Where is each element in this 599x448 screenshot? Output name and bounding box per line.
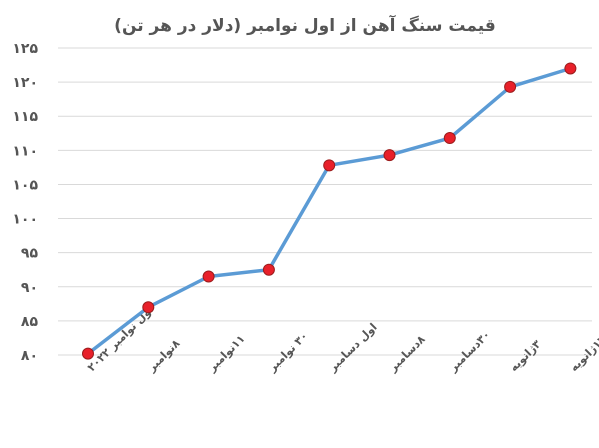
y-tick-label: ۹۵	[21, 246, 39, 262]
gridlines	[58, 47, 592, 356]
y-tick-label: ۱۱۰	[12, 143, 38, 159]
x-tick-label: ۳ژانویه	[507, 337, 544, 374]
y-tick-label: ۱۰۰	[12, 212, 38, 228]
data-points	[82, 62, 577, 360]
data-point	[82, 347, 94, 360]
data-point	[323, 159, 336, 172]
data-point	[383, 149, 396, 162]
x-tick-label: ۱۳ژانویه	[567, 333, 599, 374]
y-tick-label: ۹۰	[21, 280, 38, 296]
data-point	[142, 301, 155, 314]
data-point	[504, 80, 517, 93]
data-point	[262, 263, 275, 276]
x-tick-label: ۳۰دسامبر	[446, 328, 493, 375]
x-tick-label: ۱۱نوامبر	[205, 332, 248, 375]
y-tick-label: ۱۰۵	[12, 177, 38, 193]
y-tick-label: ۸۵	[21, 314, 39, 330]
data-point	[443, 132, 456, 145]
y-tick-label: ۱۲۰	[12, 75, 38, 91]
x-tick-label: اول دسامبر	[325, 321, 379, 375]
y-axis-ticks: ۸۰ ۸۵ ۹۰ ۹۵ ۱۰۰ ۱۰۵ ۱۱۰ ۱۱۵ ۱۲۰ ۱۲۵	[12, 41, 38, 364]
data-point	[564, 62, 577, 75]
y-tick-label: ۸۰	[21, 348, 38, 364]
y-tick-label: ۱۲۵	[12, 41, 38, 57]
x-tick-label: ۳۰ نوامبر	[265, 329, 310, 374]
x-tick-label: ۸نوامبر	[145, 337, 183, 375]
y-tick-label: ۱۱۵	[12, 109, 38, 125]
series-line	[86, 66, 573, 356]
x-tick-label: ۸دسامبر	[386, 333, 428, 375]
chart-title: قیمت سنگ آهن از اول نوامبر (دلار در هر ت…	[114, 14, 496, 36]
data-point	[202, 270, 215, 283]
